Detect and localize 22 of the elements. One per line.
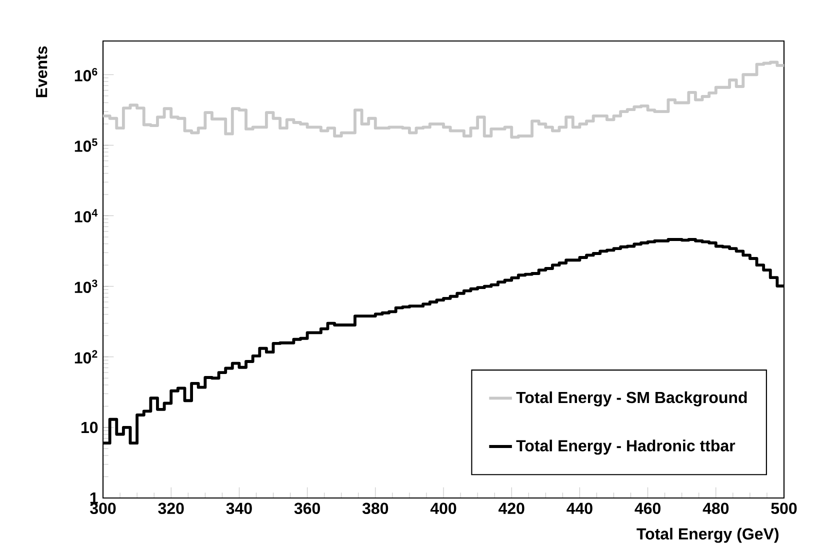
x-tick-label: 320	[158, 502, 184, 514]
x-tick-label: 380	[362, 502, 388, 514]
x-tick-label: 500	[771, 502, 797, 514]
x-axis-title: Total Energy (GeV)	[636, 528, 778, 543]
y-tick-label: 10$^{4}$	[74, 209, 98, 222]
x-tick-label: 400	[430, 502, 456, 514]
x-tick-label: 420	[498, 502, 524, 514]
y-tick-label: 10$^{2}$	[74, 350, 98, 364]
y-tick-label: 1	[90, 492, 98, 504]
y-axis-title: Events	[36, 46, 48, 98]
x-tick-label: 360	[294, 502, 320, 514]
y-tick-label: 10$^{3}$	[74, 280, 98, 294]
legend-label: Total Energy - Hadronic ttbar	[516, 440, 736, 455]
x-tick-label: 340	[226, 502, 252, 514]
x-tick-label: 440	[566, 502, 592, 514]
x-tick-label: 460	[634, 502, 660, 514]
x-tick-label: 480	[702, 502, 729, 514]
x-tick-label: 300	[90, 502, 116, 514]
y-tick-label: 10$^{6}$	[74, 68, 98, 82]
y-tick-label: 10	[82, 422, 98, 434]
y-tick-label: 10$^{5}$	[74, 138, 98, 152]
legend-label: Total Energy - SM Background	[516, 391, 747, 406]
